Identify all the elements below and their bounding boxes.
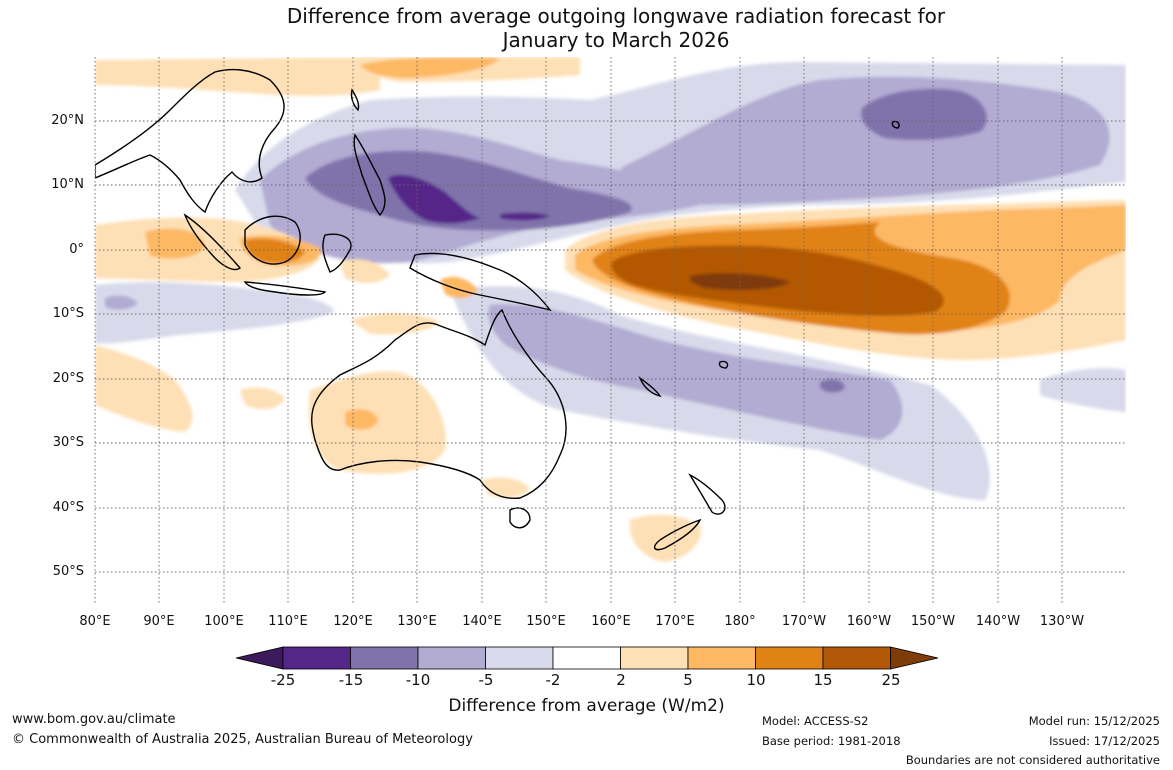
lon-label: 130°E (397, 614, 437, 629)
pos-anomaly-timor (350, 313, 440, 335)
pos-anomaly-west-australia (240, 387, 285, 410)
pos-anomaly-borneo (145, 228, 205, 259)
lon-label: 140°W (975, 614, 1021, 629)
lon-label: 90°E (143, 614, 175, 629)
new-caledonia-coastline (638, 375, 662, 398)
lon-label: 160°E (591, 614, 631, 629)
colorbar-tick-label: -15 (338, 671, 364, 689)
colorbar-segment (755, 646, 824, 670)
colorbar-tick-label: 5 (683, 671, 693, 689)
lon-label: 120°E (333, 614, 373, 629)
lon-label: 130°W (1039, 614, 1085, 629)
lat-label: 10°S (52, 306, 84, 321)
lon-label: 140°E (462, 614, 502, 629)
lon-label: 170°W (781, 614, 827, 629)
borneo-coastline (244, 215, 301, 265)
neg-anomaly-coral-sea (488, 304, 903, 440)
new-zealand-south-coastline (653, 518, 702, 551)
colorbar-segment (417, 646, 486, 670)
colorbar-arrow-left (235, 646, 284, 670)
sumatra-coastline (183, 213, 242, 271)
lat-label: 30°S (52, 435, 84, 450)
title-line-2: January to March 2026 (502, 28, 730, 52)
pos-anomaly-indonesia-strong (245, 238, 305, 264)
footer-model: Model: ACCESS-S2 (762, 714, 869, 728)
colorbar-segment (282, 646, 351, 670)
new-zealand-north-coastline (688, 473, 726, 515)
colorbar-tick-label: 15 (813, 671, 833, 689)
colorbar-segment (350, 646, 419, 670)
title-line-1: Difference from average outgoing longwav… (286, 4, 946, 28)
australia-coastline (311, 308, 567, 499)
colorbar-tick-label: -10 (405, 671, 431, 689)
asia-coastline (95, 68, 285, 214)
lon-label: 150°W (910, 614, 956, 629)
lon-label: 170°E (655, 614, 695, 629)
footer-disclaimer: Boundaries are not considered authoritat… (905, 753, 1160, 767)
lat-label: 20°N (51, 113, 84, 128)
colorbar-segment (620, 646, 689, 670)
lat-label: 20°S (52, 371, 84, 386)
java-coastline (243, 281, 327, 296)
coastline-outline (95, 68, 900, 551)
philippines-coastline (353, 133, 386, 217)
colorbar (235, 646, 939, 670)
colorbar-segment (552, 646, 621, 670)
neg-anomaly-hawaii-core (861, 88, 987, 140)
lat-label: 10°N (51, 177, 84, 192)
lat-label: 0° (69, 242, 84, 257)
colorbar-segment (687, 646, 756, 670)
colorbar-title: Difference from average (W/m2) (448, 696, 725, 716)
lon-label: 150°E (526, 614, 566, 629)
fiji-coastline (718, 360, 729, 369)
neg-anomaly-coral-sea-core (820, 379, 845, 393)
taiwan-coastline (350, 88, 360, 112)
map-title: Difference from average outgoing longwav… (0, 4, 1173, 52)
colorbar-tick-label: 10 (746, 671, 766, 689)
colorbar-tick-label: -2 (545, 671, 561, 689)
new-guinea-coastline (409, 252, 552, 312)
footer-base-period: Base period: 1981-2018 (762, 734, 901, 748)
hawaii-coastline (891, 120, 900, 129)
neg-anomaly-indian (95, 282, 335, 344)
lon-label: 160°W (846, 614, 892, 629)
pos-anomaly-china (95, 57, 380, 96)
colorbar-tick-label: 2 (616, 671, 626, 689)
colorbar-segment (485, 646, 554, 670)
neg-anomaly-hawaii (620, 76, 1110, 205)
colorbar-arrow-right (890, 646, 939, 670)
pos-anomaly-java-sea (340, 259, 390, 283)
sulawesi-coastline (322, 233, 352, 273)
colorbar-segment (822, 646, 891, 670)
footer-issued: Issued: 17/12/2025 (1049, 734, 1160, 748)
pos-anomaly-china-core (360, 57, 500, 78)
anomaly-field (95, 57, 1126, 562)
lat-label: 40°S (52, 500, 84, 515)
lon-label: 80°E (79, 614, 111, 629)
lon-label: 110°E (268, 614, 308, 629)
pos-anomaly-indian-ocean (95, 345, 193, 432)
neg-anomaly-core (388, 174, 480, 224)
colorbar-tick-label: 25 (881, 671, 901, 689)
neg-anomaly-core-east (500, 212, 550, 221)
footer-copyright: © Commonwealth of Australia 2025, Austra… (12, 732, 473, 747)
footer-website: www.bom.gov.au/climate (12, 712, 176, 727)
neg-anomaly-philippine-sea (305, 150, 632, 231)
colorbar-tick-label: -25 (270, 671, 296, 689)
neg-anomaly-west-indian (105, 295, 138, 310)
footer-model-run: Model run: 15/12/2025 (1028, 714, 1160, 728)
lon-label: 100°E (204, 614, 244, 629)
lat-label: 50°S (52, 564, 84, 579)
colorbar-tick-label: -5 (478, 671, 494, 689)
graticule (94, 57, 1126, 604)
lon-label: 180° (724, 614, 756, 629)
